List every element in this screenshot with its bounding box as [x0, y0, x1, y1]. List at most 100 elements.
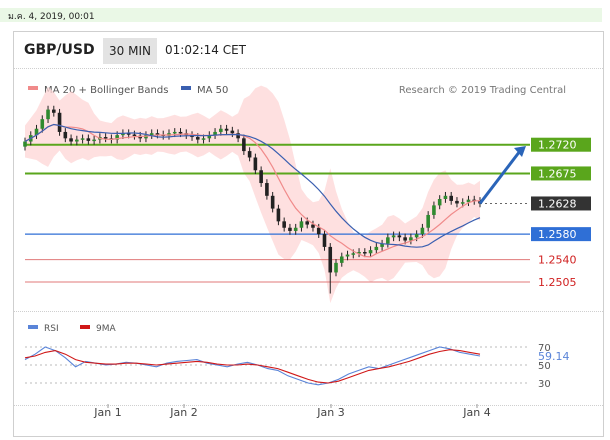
candle-body	[449, 195, 454, 201]
rsi-tick-50: 50	[538, 361, 551, 372]
candle-body	[426, 214, 430, 228]
level-label-1.2505: 1.2505	[538, 276, 577, 289]
candle-body	[334, 262, 338, 273]
rsi-last-value: 59.14	[538, 350, 570, 363]
rsi-legend-swatch	[28, 325, 38, 329]
level-label-1.2580: 1.2580	[538, 228, 577, 241]
clock: 01:02:14 CET	[165, 43, 246, 57]
currency-pair: GBP/USD	[24, 42, 95, 58]
level-label-1.2675: 1.2675	[538, 167, 577, 180]
candle-body	[259, 170, 263, 184]
rsi-ma-line	[24, 349, 481, 384]
ma20-legend-swatch	[28, 86, 38, 90]
candle-body	[46, 109, 50, 120]
forecast-arrow	[478, 150, 522, 205]
candle-body	[374, 246, 379, 251]
level-label-box-1.2505	[530, 274, 592, 290]
candle-body	[230, 130, 235, 134]
candle-body	[311, 224, 315, 228]
candle-body	[403, 237, 407, 241]
candle-body	[126, 133, 131, 135]
candle-body	[253, 157, 258, 171]
candle-body	[195, 137, 200, 140]
candle-body	[92, 139, 96, 142]
candle-body	[420, 227, 425, 235]
candle-body	[80, 138, 85, 140]
candle-body	[443, 195, 448, 199]
bollinger-band	[25, 85, 480, 304]
candle-body	[276, 208, 281, 222]
candle-body	[63, 131, 68, 139]
candle-body	[242, 138, 246, 152]
candle-body	[172, 131, 177, 134]
candle-body	[432, 205, 436, 215]
candle-body	[201, 138, 206, 140]
candle-body	[265, 183, 269, 196]
rsi-legend-label: RSI	[44, 324, 59, 334]
candle-body	[299, 221, 304, 228]
candle-body	[121, 133, 125, 136]
chart-header: GBP/USD 30 MIN 01:02:14 CET	[14, 32, 603, 68]
candle-body	[409, 237, 413, 241]
candle-body	[282, 221, 286, 228]
candle-body	[328, 246, 333, 273]
candle-body	[293, 227, 298, 231]
rsi-line	[24, 346, 481, 386]
date-bar	[0, 8, 602, 22]
candle-body	[357, 252, 361, 254]
candle-body	[224, 128, 229, 131]
ma50-legend-swatch	[181, 86, 191, 90]
candle-body	[391, 235, 396, 238]
x-label-Jan-4: Jan 4	[462, 406, 490, 419]
candle-body	[386, 237, 390, 244]
credit-text: Research © 2019 Trading Central	[399, 85, 566, 96]
candle-body	[213, 131, 217, 136]
x-label-Jan-2: Jan 2	[169, 406, 197, 419]
candle-body	[305, 221, 310, 225]
candle-body	[149, 133, 154, 136]
timestamp: ม.ค. 4, 2019, 00:01	[8, 12, 95, 22]
candle-body	[460, 202, 465, 204]
candle-body	[51, 109, 56, 113]
candle-body	[466, 199, 471, 203]
candle-body	[86, 138, 91, 141]
candle-body	[380, 243, 384, 247]
timeframe-button[interactable]: 30 MIN	[103, 38, 157, 64]
candle-body	[288, 227, 292, 231]
level-label-box-1.2628	[531, 196, 591, 211]
candle-body	[207, 135, 212, 139]
level-label-box-1.2675	[531, 166, 591, 181]
candle-body	[368, 250, 373, 254]
ma20-legend-label: MA 20 + Bollinger Bands	[44, 85, 168, 96]
ma50-line	[24, 123, 481, 248]
candle-body	[103, 137, 108, 139]
rsi-tick-70: 70	[538, 343, 551, 354]
x-label-Jan-1: Jan 1	[93, 406, 121, 419]
candle-body	[339, 256, 344, 263]
candle-body	[115, 135, 119, 140]
panel-divider	[14, 311, 603, 312]
candle-body	[397, 235, 402, 238]
candle-body	[363, 252, 367, 254]
level-label-1.2540: 1.2540	[538, 254, 577, 267]
ma9-legend-label: 9MA	[96, 324, 116, 334]
candle-body	[414, 234, 419, 238]
header-divider	[14, 68, 603, 69]
ma50-legend-label: MA 50	[197, 85, 228, 96]
candle-body	[155, 133, 160, 135]
x-label-Jan-3: Jan 3	[316, 406, 344, 419]
candle-body	[57, 112, 62, 132]
candle-body	[351, 253, 356, 255]
candle-body	[322, 234, 327, 247]
level-label-box-1.2580	[531, 227, 591, 242]
candle-body	[247, 151, 252, 158]
candle-body	[455, 200, 459, 204]
rsi-tick-30: 30	[538, 379, 551, 390]
ma9-legend-swatch	[80, 325, 90, 329]
candle-body	[69, 138, 73, 142]
ma20-line	[24, 123, 481, 258]
candle-body	[178, 131, 183, 134]
level-label-box-1.2540	[530, 252, 592, 268]
candle-body	[345, 254, 350, 257]
